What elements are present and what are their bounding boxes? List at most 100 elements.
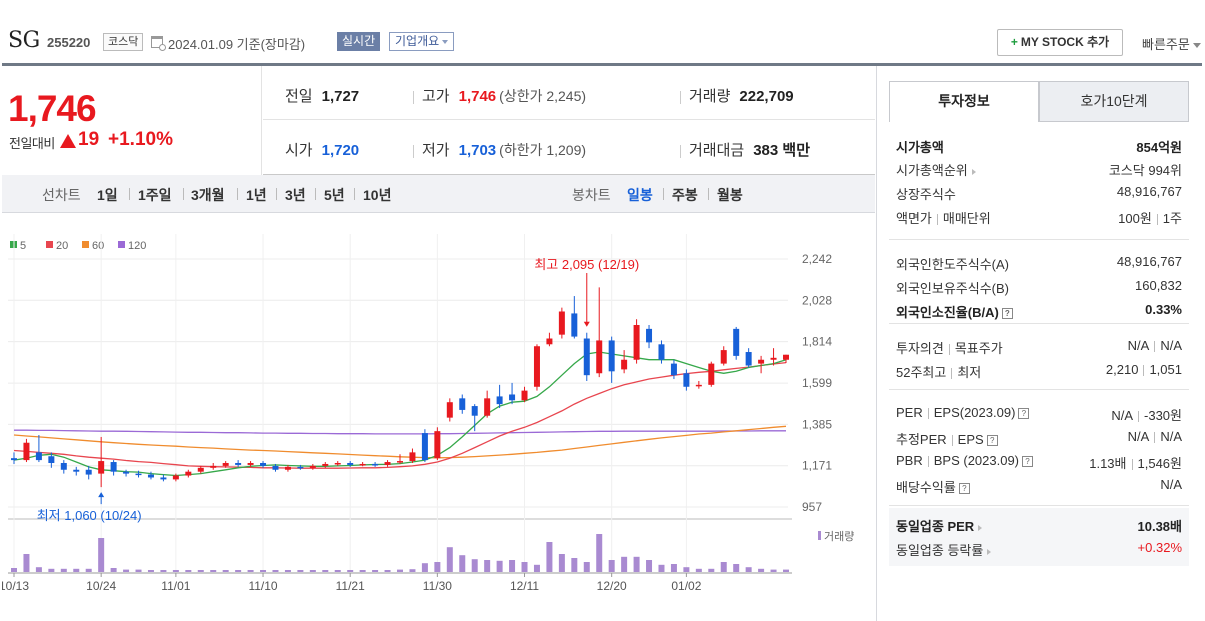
volume-bar-47: [596, 534, 603, 572]
row-per-eps: PER EPS(2023.09)? N/A -330원: [896, 403, 1182, 425]
stock-header: SG 255220 코스닥 2024.01.09 기준(장마감) 실시간 기업개…: [0, 0, 1205, 66]
quick-order-dropdown[interactable]: 빠른주문: [1142, 34, 1201, 53]
separator: [1154, 432, 1156, 444]
volume-bar-48: [608, 560, 615, 572]
candle-body-19: [247, 462, 254, 465]
volume-bar-31: [397, 569, 403, 572]
legend-swatch-20: [46, 241, 53, 248]
volume-legend-label: 거래량: [824, 530, 854, 543]
help-icon[interactable]: ?: [958, 483, 970, 495]
row-industry-change[interactable]: 동일업종 등락률 +0.32%: [896, 538, 1182, 560]
candle-body-48: [608, 340, 615, 372]
volume-bar-7: [98, 538, 105, 572]
candle-body-0: [11, 458, 17, 461]
quick-order-label: 빠른주문: [1142, 37, 1190, 52]
volume-bar-18: [235, 570, 242, 572]
separator: [1138, 411, 1140, 423]
eps-value: -330원: [1144, 408, 1182, 423]
candle-body-27: [347, 462, 354, 465]
separator: [936, 214, 938, 226]
period-1d[interactable]: 1일: [97, 187, 118, 203]
industry-change-value: +0.32%: [1137, 540, 1182, 555]
stock-code: 255220: [47, 35, 91, 50]
row-opinion: 투자의견 목표주가 N/A N/A: [896, 336, 1182, 358]
candle-body-43: [546, 338, 553, 345]
separator: [948, 344, 950, 356]
per-label: PER: [896, 405, 923, 420]
volume-bar-38: [484, 560, 491, 572]
candle-daily[interactable]: 일봉: [627, 187, 653, 203]
candle-body-20: [260, 462, 267, 466]
volume-bar-27: [347, 570, 354, 572]
candle-body-23: [297, 466, 304, 469]
x-tick-11/10: 11/10: [248, 579, 277, 593]
volume-bar-61: [770, 569, 777, 572]
volume-bar-21: [272, 570, 279, 572]
dividend-value: N/A: [1160, 477, 1182, 492]
separator: [354, 188, 355, 200]
per-value: N/A: [1111, 408, 1134, 423]
volume-bar-43: [546, 542, 553, 572]
legend-label-5: 5: [20, 240, 26, 252]
x-tick-11/21: 11/21: [336, 579, 365, 593]
industry-per-value: 10.38배: [1137, 519, 1183, 534]
candle-body-3: [48, 456, 55, 463]
volume-bar-10: [135, 569, 142, 572]
stock-name: SG: [8, 28, 40, 53]
trade-unit-label: 매매단위: [942, 211, 991, 226]
add-my-stock-button[interactable]: + MY STOCK 추가: [997, 29, 1123, 56]
period-1y[interactable]: 1년: [246, 187, 267, 203]
separator: [1143, 365, 1145, 377]
candle-body-6: [85, 469, 92, 475]
up-triangle-icon: [60, 134, 76, 148]
candle-body-2: [35, 452, 42, 461]
period-1w[interactable]: 1주일: [138, 187, 172, 203]
period-3y[interactable]: 3년: [285, 187, 306, 203]
help-icon[interactable]: ?: [1001, 308, 1013, 320]
candle-body-30: [384, 462, 391, 465]
row-market-cap-rank[interactable]: 시가총액순위 코스닥 994위: [896, 158, 1182, 180]
period-3m[interactable]: 3개월: [191, 187, 225, 203]
help-icon[interactable]: ?: [1022, 456, 1034, 468]
realtime-button[interactable]: 실시간: [337, 32, 381, 51]
legend-swatch-120: [118, 241, 125, 248]
row-listed-shares: 상장주식수 48,916,767: [896, 182, 1182, 204]
candle-body-36: [459, 398, 466, 410]
x-tick-10/13: 10/13: [2, 579, 29, 593]
tab-invest-info[interactable]: 투자정보: [889, 81, 1039, 122]
x-tick-11/30: 11/30: [423, 579, 452, 593]
candle-monthly[interactable]: 월봉: [717, 187, 743, 203]
market-cap-value: 854억원: [1136, 140, 1182, 155]
help-icon[interactable]: ?: [1018, 408, 1030, 420]
chart-period-bar: 선차트 1일 1주일 3개월 1년 3년 5년 10년 봉차트 일봉 주봉 월봉: [2, 175, 875, 213]
candle-body-39: [496, 396, 503, 405]
price-chart[interactable]: 5 20 60 120 2,242 2,028 1,814 1,599 1,385 1,171 95…: [2, 214, 875, 621]
candle-body-25: [322, 463, 329, 466]
high-value: 1,746: [458, 88, 497, 105]
par-value: 100원: [1118, 211, 1152, 226]
candle-body-59: [745, 352, 752, 366]
tab-orderbook[interactable]: 호가10단계: [1039, 81, 1189, 122]
candle-body-42: [533, 346, 540, 387]
volume-bar-33: [421, 563, 428, 572]
candle-weekly[interactable]: 주봉: [672, 187, 698, 203]
separator: [663, 188, 664, 200]
company-overview-dropdown[interactable]: 기업개요: [389, 32, 455, 51]
volume-bar-29: [372, 570, 379, 572]
quote-summary: 전일 1,727 고가 1,746 (상한가 2,245) 거래량 222,709 시가…: [263, 66, 875, 175]
row-industry-per[interactable]: 동일업종 PER 10.38배: [896, 514, 1182, 536]
volume-bar-36: [459, 555, 466, 572]
separator: [183, 188, 184, 200]
separator: [413, 144, 414, 158]
volume-bar-14: [185, 570, 192, 572]
info-tabs: 투자정보 호가10단계: [889, 81, 1189, 122]
period-10y[interactable]: 10년: [363, 187, 392, 203]
volume-label: 거래량: [689, 88, 731, 105]
volume-bar-17: [222, 570, 229, 572]
separator: [237, 188, 238, 200]
period-5y[interactable]: 5년: [324, 187, 345, 203]
volume-bar-58: [733, 564, 740, 572]
help-icon[interactable]: ?: [986, 435, 998, 447]
bps-value: 1,546원: [1137, 456, 1183, 471]
candle-body-5: [73, 469, 80, 472]
